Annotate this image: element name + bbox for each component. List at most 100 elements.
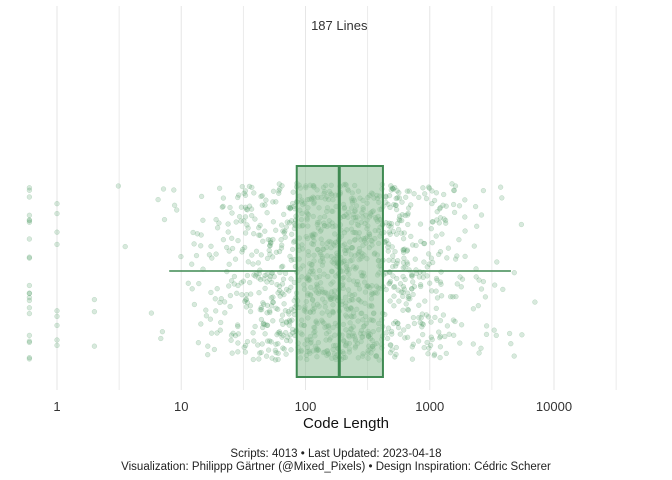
data-point	[54, 313, 60, 320]
data-point	[242, 342, 249, 349]
data-point	[428, 255, 435, 261]
data-point	[426, 261, 432, 267]
data-point	[280, 332, 286, 338]
data-point	[388, 183, 394, 189]
data-point	[54, 308, 60, 314]
data-point	[91, 343, 98, 349]
data-point	[426, 184, 432, 190]
data-point	[411, 283, 418, 290]
data-point	[171, 187, 177, 193]
data-point	[437, 206, 443, 212]
data-point	[225, 221, 231, 227]
data-point	[246, 183, 253, 190]
data-point	[265, 236, 271, 243]
data-point	[280, 345, 286, 351]
data-point	[497, 184, 504, 190]
data-point	[470, 341, 476, 347]
data-point	[286, 288, 292, 294]
data-point	[258, 316, 265, 323]
data-point	[288, 218, 295, 224]
data-point	[421, 240, 428, 247]
data-point	[289, 317, 295, 323]
data-point	[400, 265, 406, 271]
data-point	[424, 264, 430, 270]
data-point	[389, 185, 395, 191]
data-point	[277, 330, 283, 337]
data-point	[279, 334, 285, 340]
data-point	[450, 317, 457, 323]
data-point	[390, 264, 396, 270]
data-point	[391, 201, 397, 208]
data-point	[227, 204, 233, 211]
data-point	[220, 203, 226, 210]
data-point	[54, 241, 60, 248]
data-point	[418, 315, 424, 321]
data-point	[410, 314, 417, 321]
data-point	[250, 356, 256, 363]
data-point	[402, 276, 408, 283]
data-point	[390, 186, 396, 192]
data-point	[275, 306, 281, 312]
data-point	[267, 308, 273, 314]
data-point	[205, 343, 211, 349]
data-point	[433, 288, 439, 294]
data-point	[409, 271, 415, 278]
x-axis-title: Code Length	[303, 415, 389, 432]
data-point	[198, 193, 205, 200]
data-point	[451, 209, 458, 216]
data-point	[395, 320, 401, 327]
data-point	[476, 277, 482, 283]
data-point	[244, 300, 251, 306]
data-point	[235, 237, 241, 244]
data-point	[260, 238, 266, 244]
data-point	[287, 253, 293, 260]
data-point	[453, 293, 459, 300]
data-point	[174, 207, 180, 213]
data-point	[273, 349, 279, 356]
data-point	[431, 197, 438, 204]
data-point	[231, 273, 238, 280]
data-point	[423, 312, 430, 318]
data-point	[282, 308, 289, 314]
data-point	[148, 310, 155, 316]
data-point	[443, 350, 449, 357]
data-point	[26, 338, 33, 344]
data-point	[388, 342, 394, 348]
data-point	[220, 237, 227, 243]
data-point	[282, 270, 289, 277]
data-point	[405, 307, 412, 313]
data-point	[387, 280, 393, 286]
data-point	[400, 273, 406, 280]
data-point	[203, 313, 210, 319]
data-point	[432, 314, 438, 321]
data-point	[217, 299, 223, 306]
data-point	[409, 286, 415, 292]
data-point	[449, 181, 455, 187]
data-point	[476, 350, 482, 356]
data-point	[198, 232, 204, 238]
data-point	[54, 337, 60, 343]
data-point	[262, 228, 268, 234]
data-point	[273, 305, 279, 311]
data-point	[283, 329, 289, 336]
data-point	[401, 246, 408, 252]
data-point	[403, 301, 409, 307]
data-point	[256, 356, 262, 362]
data-point	[389, 331, 395, 337]
data-point	[214, 286, 220, 292]
data-point	[384, 237, 390, 244]
data-point	[285, 309, 292, 315]
data-point	[398, 289, 404, 295]
data-point	[249, 184, 255, 191]
data-point	[26, 355, 33, 361]
data-point	[419, 321, 425, 327]
data-point	[386, 281, 392, 287]
data-point	[278, 237, 284, 243]
data-point	[194, 231, 201, 237]
data-point	[274, 332, 280, 338]
data-point	[200, 217, 206, 223]
data-point	[243, 292, 250, 298]
data-point	[404, 334, 411, 340]
data-point	[399, 199, 405, 205]
x-tick-label: 1	[53, 399, 60, 414]
